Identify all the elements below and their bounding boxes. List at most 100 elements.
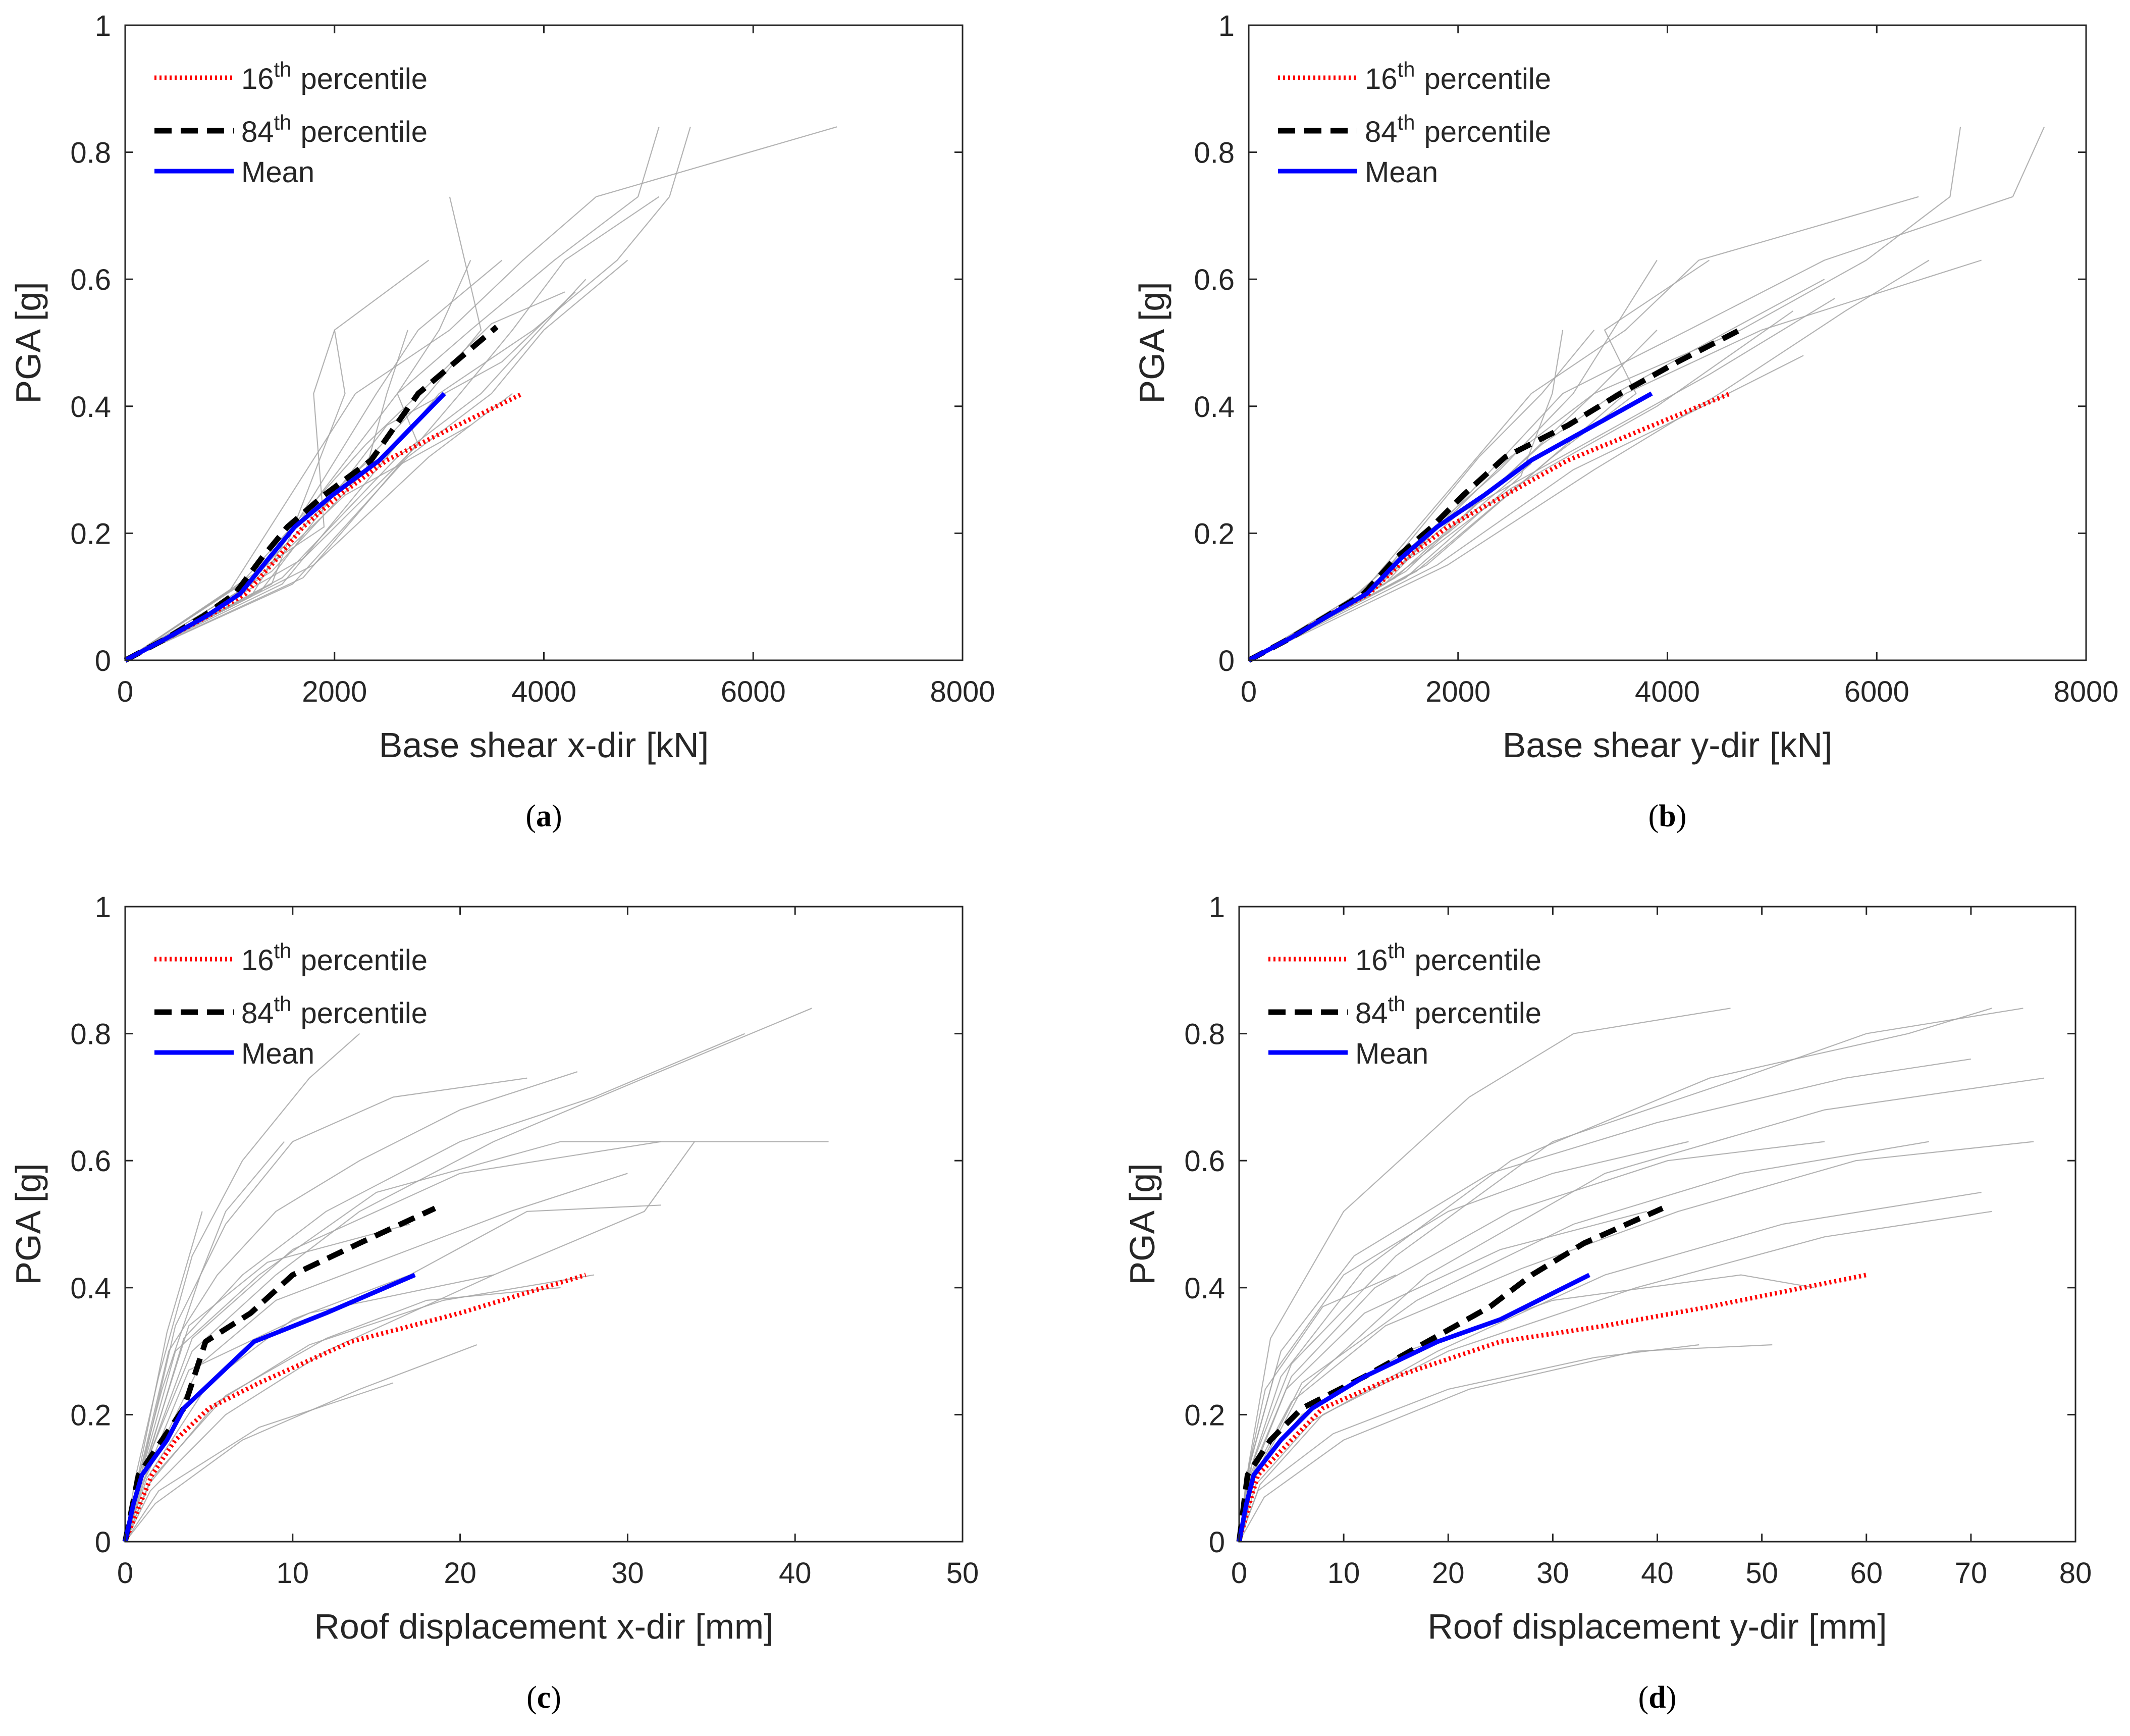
x-tick-label: 10 [1327,1557,1360,1590]
legend-ordinal: 84 [1355,997,1388,1030]
caption-paren-close: ) [552,799,562,833]
record-curve [125,196,660,661]
y-axis-label: PGA [g] [9,1163,48,1285]
legend-text: percentile [1424,116,1551,148]
legend-superscript: th [1398,111,1415,134]
record-curve [125,393,513,661]
record-curve [1238,1344,1699,1542]
legend-ordinal: 84 [241,997,274,1030]
y-tick-label: 1 [95,891,111,924]
caption-paren-close: ) [1676,799,1687,833]
record-curve [125,1382,394,1542]
x-tick-label: 0 [1231,1557,1247,1590]
y-tick-label: 0.6 [70,1145,111,1178]
x-axis-label: Roof displacement x-dir [mm] [314,1607,773,1646]
legend-text: percentile [1424,63,1551,95]
legend-text: percentile [1415,997,1541,1030]
panel-caption: (a) [525,799,562,833]
y-tick-label: 0.6 [1184,1145,1225,1178]
record-curve [124,1071,578,1542]
record-curve [1238,1008,1731,1542]
x-tick-label: 4000 [511,675,576,708]
y-tick-label: 0.6 [1194,264,1235,296]
record-curve [1238,1192,1982,1542]
legend-ordinal: 16 [1365,63,1398,95]
x-tick-label: 20 [444,1557,476,1590]
caption-paren-open: ( [526,1680,537,1715]
x-tick-label: 8000 [2053,675,2118,708]
y-axis-label: PGA [g] [1132,282,1172,403]
record-curve [124,1204,661,1542]
legend-ordinal: 84 [1365,116,1398,148]
caption-letter: d [1648,1680,1666,1715]
y-tick-label: 1 [1209,891,1225,924]
panel-caption: (b) [1648,799,1687,833]
legend-superscript: th [1398,58,1415,81]
legend-text: percentile [1415,944,1541,977]
legend-label-mean: Mean [1365,156,1438,189]
y-tick-label: 0 [1209,1526,1225,1559]
y-tick-label: 0.6 [70,264,111,296]
x-tick-label: 2000 [1425,675,1490,708]
series-solid-line [1247,391,1653,662]
y-tick-label: 0.4 [1194,391,1235,424]
record-curve [1238,1211,1992,1542]
caption-letter: c [537,1680,551,1715]
record-curve [1248,330,1564,661]
y-axis-label: PGA [g] [1123,1163,1162,1285]
x-tick-label: 8000 [930,675,995,708]
panel-caption: (d) [1638,1680,1677,1715]
legend-ordinal: 84 [241,116,274,148]
caption-paren-close: ) [1666,1680,1677,1715]
series-dashed-line [122,1205,437,1543]
record-curve [124,1173,628,1542]
y-tick-label: 0 [95,645,111,677]
series-dashed-line [1236,1205,1664,1542]
y-tick-label: 0.4 [1184,1272,1225,1305]
legend-text: percentile [301,116,428,148]
record-curve [125,291,565,661]
y-tick-label: 0.4 [70,391,111,424]
legend-ordinal: 16 [241,944,274,977]
legend-text: percentile [301,997,428,1030]
legend-label-p16: 16th percentile [241,939,428,977]
x-tick-label: 0 [117,1557,133,1590]
caption-paren-open: ( [1638,1680,1649,1715]
x-tick-label: 6000 [721,675,786,708]
chart-panel-d: 0 10 20 30 40 50 60 70 80 0 0.2 0.4 0.6 0.8 1 Roof disp… [1123,891,2092,1715]
legend-ordinal: 16 [241,63,274,95]
record-curve [1238,1141,1825,1542]
record-curve [124,1274,494,1542]
x-tick-label: 50 [1745,1557,1778,1590]
legend-superscript: th [1388,992,1406,1016]
legend-label-p16: 16th percentile [241,58,428,95]
legend-label-mean: Mean [241,1037,314,1070]
x-tick-label: 40 [779,1557,812,1590]
caption-letter: a [536,799,552,833]
x-tick-label: 20 [1432,1557,1465,1590]
legend-label-p16: 16th percentile [1355,939,1541,977]
record-curve [125,1141,695,1542]
legend-label-p84: 84th percentile [241,992,428,1030]
record-curve [125,330,335,661]
x-tick-label: 50 [946,1557,979,1590]
legend-superscript: th [274,111,292,134]
record-curve [125,126,691,661]
x-axis-label: Base shear x-dir [kN] [379,725,709,765]
legend-label-p16: 16th percentile [1365,58,1551,95]
record-curve [125,259,628,661]
chart-panel-a: 0 2000 4000 6000 8000 0 0.2 0.4 0.6 0.8 1 Base shea… [9,10,995,833]
y-tick-label: 1 [95,10,111,42]
x-tick-label: 2000 [302,675,367,708]
x-tick-label: 70 [1955,1557,1988,1590]
series-dotted-line [123,1273,587,1543]
x-tick-label: 40 [1641,1557,1674,1590]
record-curve [1248,355,1804,661]
chart-panel-b: 0 2000 4000 6000 8000 0 0.2 0.4 0.6 0.8 1 Base shea… [1132,10,2119,833]
y-tick-label: 0.2 [70,1399,111,1432]
x-tick-label: 60 [1850,1557,1883,1590]
x-tick-label: 30 [1536,1557,1569,1590]
y-tick-label: 0.4 [70,1272,111,1305]
